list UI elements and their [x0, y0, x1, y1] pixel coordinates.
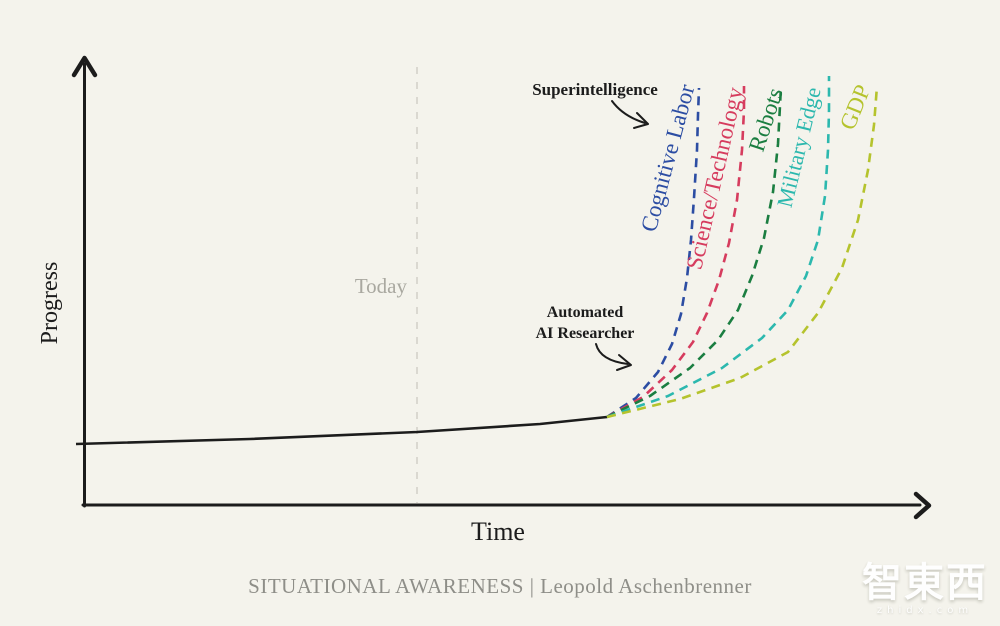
x-axis-arrow-icon: [913, 491, 932, 520]
caption: SITUATIONAL AWARENESS | Leopold Aschenbr…: [248, 574, 752, 598]
watermark-logo: 智東西: [862, 560, 988, 606]
automated-ai-researcher-label-line1: Automated: [547, 304, 624, 321]
watermark-domain: zhidx.com: [876, 605, 974, 616]
curve-label-robots: Robots: [744, 85, 788, 155]
curve-gdp: [606, 85, 879, 419]
curve-label-cognitive-labor: Cognitive Labor: [636, 81, 699, 234]
automated-ai-researcher-label-line2: AI Researcher: [536, 325, 635, 342]
curves-layer: [75, 76, 879, 446]
curve-label-gdp: GDP: [835, 81, 875, 133]
curve-military-edge: [606, 76, 831, 419]
superintelligence-label: Superintelligence: [532, 80, 658, 99]
axes: [71, 55, 932, 520]
baseline-progress-line: [75, 415, 608, 446]
watermark: 智東西 zhidx.com: [862, 563, 988, 616]
curve-robots: [606, 85, 783, 419]
today-label: Today: [355, 274, 408, 298]
x-axis-label: Time: [471, 517, 525, 546]
curve-science-technology: [606, 86, 746, 419]
automated-ai-researcher-arrow-icon: [595, 343, 632, 371]
y-axis-arrow-icon: [71, 55, 98, 78]
superintelligence-arrow-icon: [611, 100, 649, 129]
series-labels: Cognitive Labor Science/Technology Robot…: [636, 81, 875, 272]
y-axis-label: Progress: [37, 262, 63, 345]
